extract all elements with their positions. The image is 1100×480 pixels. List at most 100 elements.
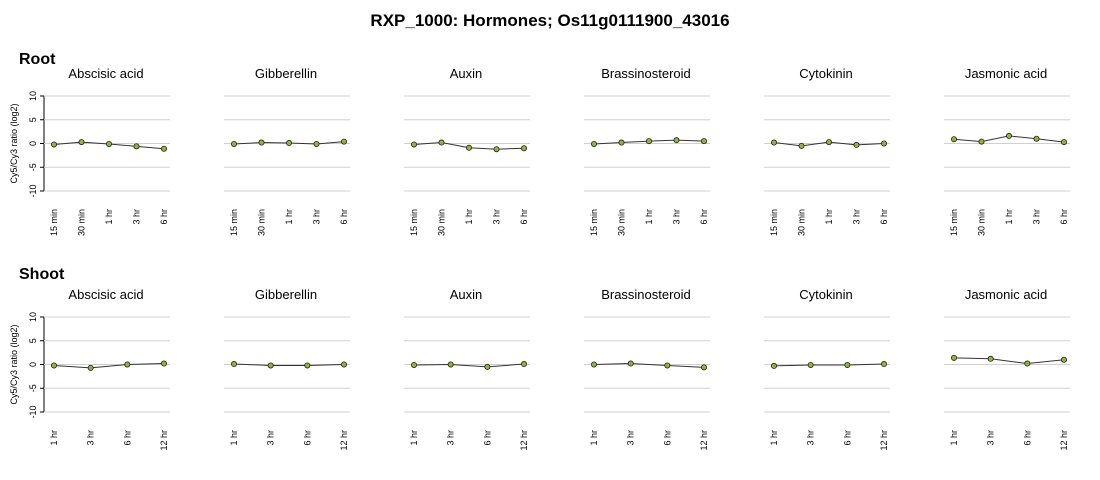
x-tick-label: 15 min	[769, 209, 779, 236]
panel-jasmonic-acid: Jasmonic acid 15 min 30 min 1 hr 3 hr 6 hr	[944, 66, 1070, 236]
data-point	[664, 362, 671, 369]
section-label-root: Root	[19, 51, 56, 68]
x-tick-label: 12 hr	[159, 430, 169, 451]
x-tick-label: 6 hr	[662, 430, 672, 446]
series-line	[953, 357, 1065, 365]
x-tick-label: 12 hr	[1059, 430, 1069, 451]
data-point	[844, 361, 851, 368]
panel-title: Cytokinin	[799, 287, 852, 302]
panel-title: Abscisic acid	[68, 287, 143, 302]
x-tick-label: 3 hr	[672, 209, 682, 225]
panel-title: Cytokinin	[799, 66, 852, 81]
x-tick-label: 6 hr	[122, 430, 132, 446]
data-point	[1024, 360, 1031, 367]
data-point	[410, 141, 417, 148]
panel-brassinosteroid: Brassinosteroid 1 hr 3 hr 6 hr 12 hr	[584, 287, 710, 451]
panel-group-root: Root 10 5 0 -5 -10 Cy5/Cy3 ratio (log2) Abscisi…	[9, 51, 1070, 236]
data-point	[987, 355, 994, 362]
series-line	[233, 363, 345, 366]
x-tick-label: 6 hr	[879, 209, 889, 225]
data-point	[881, 140, 888, 147]
panel-groups: Root 10 5 0 -5 -10 Cy5/Cy3 ratio (log2) Abscisi…	[9, 51, 1070, 451]
data-point	[106, 140, 113, 147]
panel-gibberellin: Gibberellin 1 hr 3 hr 6 hr 12 hr	[224, 287, 350, 451]
panel-jasmonic-acid: Jasmonic acid 1 hr 3 hr 6 hr 12 hr	[944, 287, 1070, 451]
panel-abscisic-acid: Abscisic acid 15 min 30 min 1 hr 3 hr 6 hr	[44, 66, 170, 236]
panel-title: Brassinosteroid	[601, 287, 691, 302]
x-tick-label: 1 hr	[949, 430, 959, 446]
panel-auxin: Auxin 1 hr 3 hr 6 hr 12 hr	[404, 287, 530, 451]
x-tick-label: 15 min	[949, 209, 959, 236]
x-tick-label: 30 min	[77, 209, 87, 236]
x-tick-label: 1 hr	[229, 430, 239, 446]
y-tick-label: 0	[28, 362, 38, 367]
data-point	[591, 361, 598, 368]
x-tick-label: 1 hr	[824, 209, 834, 225]
x-tick-label: 3 hr	[806, 430, 816, 446]
x-tick-label: 3 hr	[492, 209, 502, 225]
x-tick-label: 15 min	[49, 209, 59, 236]
data-point	[230, 140, 237, 147]
data-point	[51, 362, 58, 369]
data-point	[51, 141, 58, 148]
y-tick-label: 5	[28, 117, 38, 122]
x-tick-label: 15 min	[229, 209, 239, 236]
data-point	[160, 360, 167, 367]
x-tick-label: 3 hr	[986, 430, 996, 446]
data-point	[340, 361, 347, 368]
series-line	[413, 363, 525, 368]
series-line	[773, 363, 885, 367]
data-point	[1006, 132, 1013, 139]
section-label-shoot: Shoot	[19, 266, 65, 283]
data-point	[340, 138, 347, 145]
data-point	[881, 361, 888, 368]
data-point	[798, 142, 805, 149]
data-point	[853, 141, 860, 148]
data-point	[285, 140, 292, 147]
data-point	[438, 139, 445, 146]
data-point	[951, 136, 958, 143]
data-point	[826, 139, 833, 146]
x-tick-label: 1 hr	[644, 209, 654, 225]
data-point	[771, 362, 778, 369]
x-tick-label: 15 min	[589, 209, 599, 236]
x-tick-label: 1 hr	[409, 430, 419, 446]
data-point	[133, 143, 140, 150]
data-point	[978, 138, 985, 145]
panel-title: Auxin	[450, 66, 483, 81]
data-point	[267, 362, 274, 369]
y-axis-label: Cy5/Cy3 ratio (log2)	[9, 324, 19, 404]
x-tick-label: 3 hr	[86, 430, 96, 446]
x-tick-label: 30 min	[617, 209, 627, 236]
x-tick-label: 6 hr	[159, 209, 169, 225]
panel-gibberellin: Gibberellin 15 min 30 min 1 hr 3 hr 6 hr	[224, 66, 350, 236]
data-point	[78, 139, 85, 146]
data-point	[313, 140, 320, 147]
panel-brassinosteroid: Brassinosteroid 15 min 30 min 1 hr 3 hr 6 hr	[584, 66, 710, 236]
panel-title: Auxin	[450, 287, 483, 302]
panel-abscisic-acid: Abscisic acid 1 hr 3 hr 6 hr 12 hr	[44, 287, 170, 451]
x-tick-label: 3 hr	[1032, 209, 1042, 225]
data-point	[410, 361, 417, 368]
data-point	[701, 138, 708, 145]
series-line	[593, 363, 705, 368]
y-tick-label: 0	[28, 141, 38, 146]
data-point	[230, 361, 237, 368]
x-tick-label: 12 hr	[699, 430, 709, 451]
x-tick-label: 12 hr	[339, 430, 349, 451]
series-line	[53, 363, 165, 369]
data-point	[591, 140, 598, 147]
data-point	[87, 364, 94, 371]
y-tick-label: 5	[28, 338, 38, 343]
x-tick-label: 3 hr	[626, 430, 636, 446]
data-point	[160, 145, 167, 152]
x-tick-label: 1 hr	[49, 430, 59, 446]
x-tick-label: 6 hr	[842, 430, 852, 446]
data-point	[951, 354, 958, 361]
x-tick-label: 6 hr	[1022, 430, 1032, 446]
data-point	[521, 361, 528, 368]
x-tick-label: 1 hr	[464, 209, 474, 225]
x-tick-label: 1 hr	[1004, 209, 1014, 225]
chart-title: RXP_1000: Hormones; Os11g0111900_43016	[370, 11, 729, 30]
data-point	[771, 139, 778, 146]
